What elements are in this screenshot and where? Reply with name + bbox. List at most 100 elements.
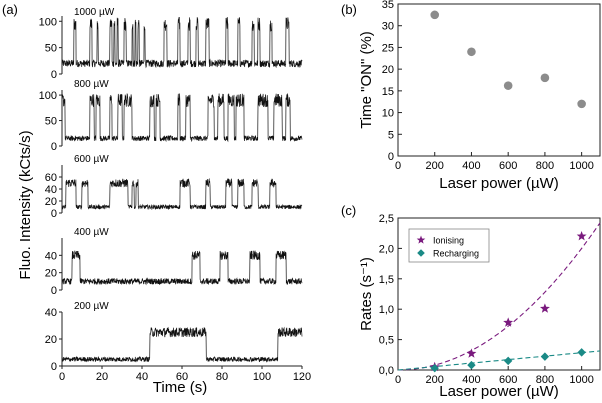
legend-star-marker: [416, 235, 426, 244]
trace-y-tick-label: 0: [51, 361, 57, 373]
panel-a-y-axis-title: Fluo. Intensity (kCts/s): [17, 130, 34, 279]
y-tick-label: 0: [388, 151, 394, 163]
fit-curve: [397, 350, 601, 371]
panel-b-x-axis-title: Laser power (µW): [439, 175, 559, 192]
time-tick-label: 60: [176, 371, 188, 383]
trace-power-label: 800 µW: [74, 79, 109, 90]
ionising-point: [466, 348, 477, 358]
trace-y-tick-label: 50: [45, 43, 57, 55]
fluorescence-trace: [61, 93, 303, 143]
time-tick-label: 20: [96, 371, 108, 383]
y-tick-label: 10: [382, 108, 394, 120]
time-on-point: [503, 81, 513, 90]
recharging-point: [430, 363, 439, 373]
legend-label: Recharging: [433, 249, 479, 259]
x-tick-label: 400: [462, 374, 480, 386]
fluorescence-trace: [61, 326, 303, 363]
trace-power-label: 600 µW: [74, 154, 109, 165]
panel-a: (a) Time (s) Fluo. Intensity (kCts/s) 0 5…: [2, 2, 311, 396]
ionising-point: [503, 317, 514, 327]
y-tick-label: 1,5: [379, 274, 394, 286]
x-tick-label: 1000: [569, 374, 593, 386]
y-tick-label: 5: [388, 129, 394, 141]
panel-b-label: (b): [341, 2, 357, 17]
trace-y-tick-label: 0: [51, 208, 57, 220]
recharging-point: [540, 352, 550, 361]
trace-y-tick-label: 50: [45, 116, 57, 128]
recharging-point: [503, 356, 513, 366]
x-tick-label: 400: [462, 160, 480, 172]
y-tick-label: 2,5: [379, 213, 394, 225]
y-tick-label: 25: [382, 42, 394, 54]
trace-y-tick-label: 20: [45, 196, 57, 208]
panel-b-y-axis-title: Time "ON" (%): [358, 31, 375, 129]
y-tick-label: 0,0: [379, 365, 394, 377]
panel-c-axes: 0 200 400 600 800 1000 0,0 0,5 1,0 1,5 2,0 2,5: [379, 213, 594, 386]
x-tick-label: 200: [426, 160, 444, 172]
panel-c-label: (c): [341, 203, 356, 218]
panel-c-y-axis-title: Rates (s⁻¹): [358, 257, 375, 331]
trace-y-tick-label: 100: [39, 90, 57, 102]
trace-panel-1: 0 50 100 800 µW: [39, 79, 303, 153]
y-tick-label: 35: [382, 0, 394, 11]
y-tick-label: 30: [382, 21, 394, 33]
trace-y-tick-label: 0: [51, 141, 57, 153]
panel-c-legend: Ionising Recharging: [408, 228, 490, 263]
panel-a-label: (a): [2, 2, 18, 17]
trace-y-tick-label: 40: [45, 307, 57, 319]
legend-label: Ionising: [433, 236, 464, 246]
y-tick-label: 0,5: [379, 335, 394, 347]
panel-b-axes: 0 200 400 600 800 1000 0 5 10 15 20 25 30 35: [382, 0, 594, 172]
time-on-point: [577, 99, 586, 109]
time-tick-label: 120: [293, 371, 311, 383]
trace-panel-0: 0 50 100 1000 µW: [39, 7, 303, 81]
ionising-point: [576, 231, 587, 241]
trace-y-tick-label: 0: [51, 69, 57, 81]
x-tick-label: 600: [499, 160, 517, 172]
y-tick-label: 20: [382, 64, 394, 76]
trace-y-tick-label: 40: [45, 184, 57, 196]
y-tick-label: 2,0: [379, 243, 394, 255]
panel-a-x-axis-title: Time (s): [153, 379, 207, 396]
trace-power-label: 400 µW: [74, 227, 109, 238]
trace-y-tick-label: 20: [45, 268, 57, 280]
panel-c-plot-frame: [397, 217, 601, 371]
time-on-point: [540, 73, 550, 83]
panel-c: (c) Laser power (µW) Rates (s⁻¹) 0 200 400…: [341, 203, 601, 400]
trace-y-tick-label: 0: [51, 285, 57, 297]
fluorescence-trace: [61, 250, 303, 286]
panel-b: (b) Laser power (µW) Time "ON" (%) 0 200 4…: [341, 0, 601, 192]
time-tick-label: 80: [216, 371, 228, 383]
x-tick-label: 0: [395, 374, 401, 386]
panel-b-plot-frame: [397, 3, 601, 157]
panel-b-points: [430, 10, 586, 109]
y-tick-label: 15: [382, 86, 394, 98]
x-tick-label: 800: [536, 374, 554, 386]
ionising-point: [540, 303, 550, 313]
x-tick-label: 200: [426, 374, 444, 386]
time-tick-label: 0: [59, 371, 65, 383]
trace-y-tick-label: 40: [45, 250, 57, 262]
time-on-point: [467, 47, 476, 57]
trace-power-label: 200 µW: [74, 301, 109, 312]
trace-panel-4: 0 20 40 200 µW 0 20 40 60 80 100 120: [45, 301, 311, 383]
x-tick-label: 0: [395, 160, 401, 172]
y-tick-label: 1,0: [379, 304, 394, 316]
trace-panel-3: 0 20 40 400 µW: [45, 227, 303, 297]
fluorescence-trace: [61, 177, 303, 211]
time-on-point: [430, 10, 440, 20]
legend-box: [408, 228, 490, 263]
legend-diamond-marker: [417, 249, 425, 257]
time-tick-label: 40: [136, 371, 148, 383]
x-tick-label: 600: [499, 374, 517, 386]
panel-c-points: [429, 231, 587, 373]
x-tick-label: 1000: [569, 160, 593, 172]
trace-y-tick-label: 100: [39, 16, 57, 28]
trace-y-tick-label: 20: [45, 334, 57, 346]
fluorescence-trace: [61, 16, 303, 69]
trace-power-label: 1000 µW: [74, 7, 115, 18]
recharging-point: [467, 360, 476, 370]
trace-y-tick-label: 60: [45, 172, 57, 184]
